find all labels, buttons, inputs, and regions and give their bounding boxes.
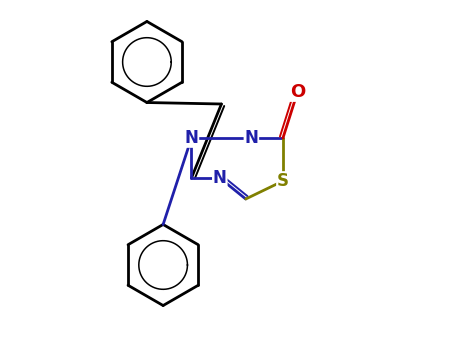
Text: S: S — [277, 172, 289, 190]
Text: N: N — [244, 129, 258, 147]
Text: N: N — [213, 169, 227, 187]
Text: O: O — [290, 83, 305, 101]
Text: N: N — [185, 129, 198, 147]
